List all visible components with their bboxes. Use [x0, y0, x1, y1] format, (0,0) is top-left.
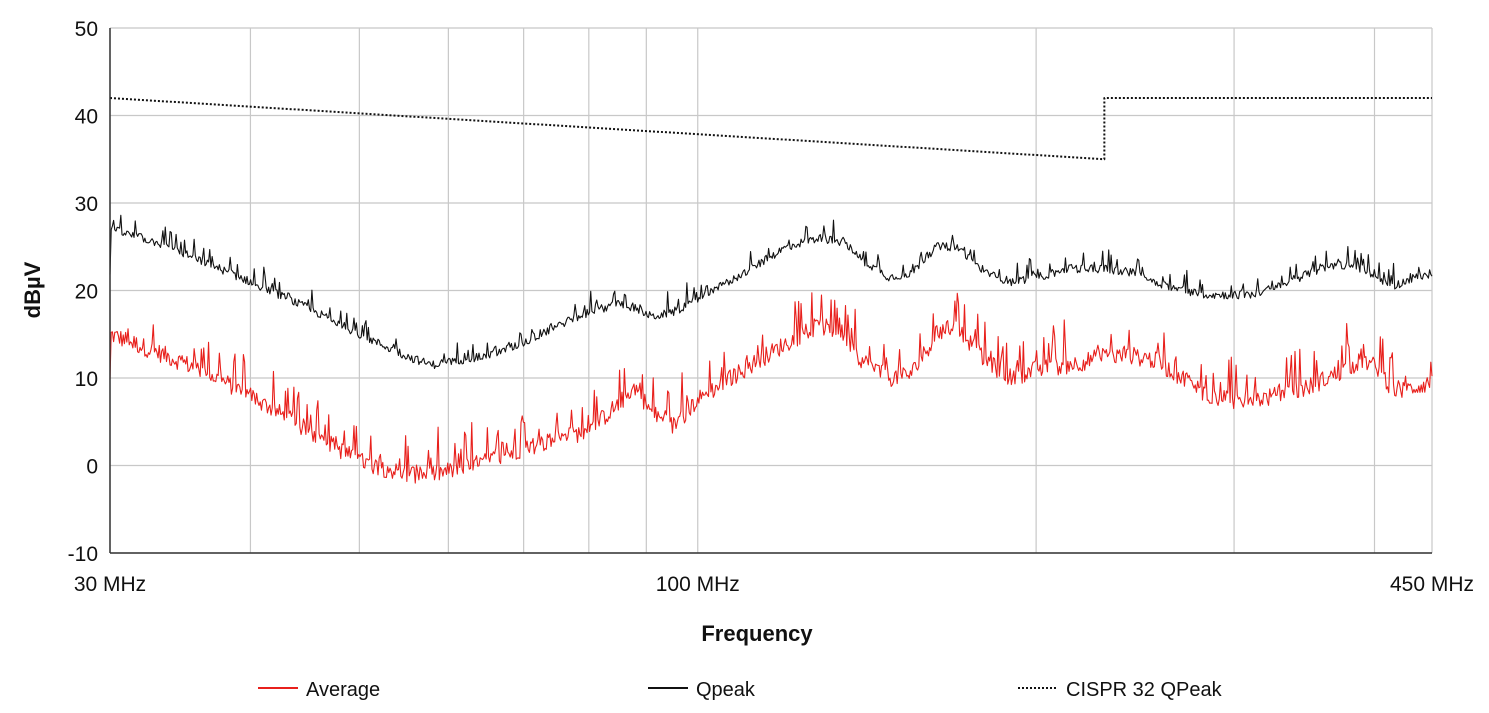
y-tick-label: 30 — [75, 193, 98, 216]
x-tick-label: 450 MHz — [1390, 573, 1474, 596]
y-tick-label: -10 — [68, 543, 98, 566]
legend-label: Average — [306, 679, 380, 701]
y-tick-label: 0 — [86, 456, 98, 479]
legend-label: CISPR 32 QPeak — [1066, 679, 1223, 701]
y-tick-label: 10 — [75, 368, 98, 391]
y-tick-label: 20 — [75, 281, 98, 304]
series-layer — [109, 97, 1433, 484]
series-line-qpeak — [109, 214, 1433, 370]
y-axis-title: dBµV — [20, 261, 45, 318]
x-axis-title: Frequency — [701, 621, 813, 646]
tick-labels: -10 0 10 20 30 40 50 30 MHz 100 MHz 450 MHz — [68, 18, 1474, 596]
x-tick-label: 100 MHz — [656, 573, 740, 596]
series-line-average — [109, 292, 1433, 484]
x-tick-label: 30 MHz — [74, 573, 146, 596]
axes — [109, 28, 1432, 554]
series-line-cispr-32-qpeak — [109, 97, 1432, 161]
legend: Average Qpeak CISPR 32 QPeak — [258, 679, 1223, 701]
y-tick-label: 40 — [75, 106, 98, 129]
y-tick-label: 50 — [75, 18, 98, 41]
grid — [109, 27, 1433, 554]
legend-label: Qpeak — [696, 679, 756, 701]
